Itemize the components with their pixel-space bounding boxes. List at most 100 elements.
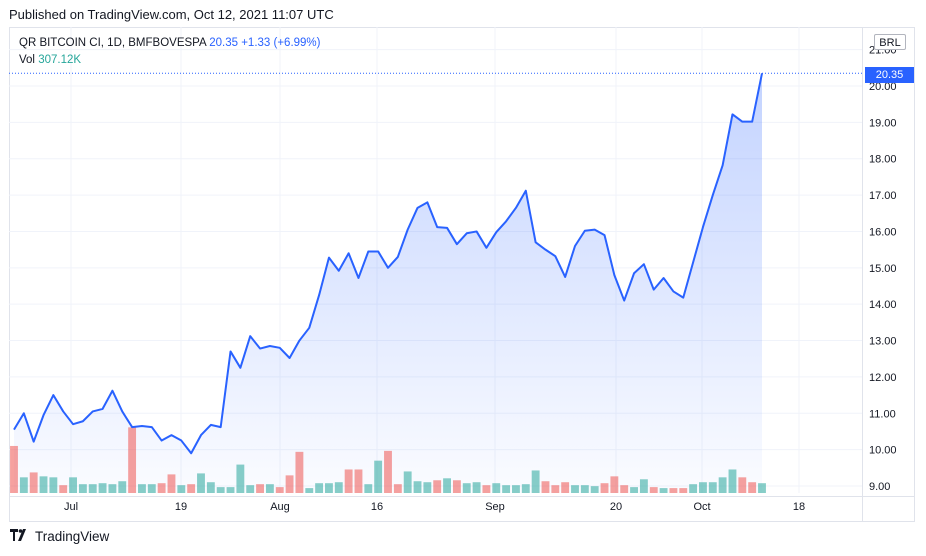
volume-bar [748,482,757,493]
last-price-label: 20.35 [865,67,914,83]
y-tick-label: 10.00 [869,445,897,457]
volume-bar [512,485,520,493]
chart-frame [9,27,915,522]
footer-brand[interactable]: TradingView [10,529,109,544]
volume-bar [521,484,530,493]
y-tick-label: 12.00 [869,372,897,384]
volume-bar [265,484,274,493]
volume-bar [157,483,166,493]
volume-bar [649,487,658,493]
volume-bar [354,469,363,493]
volume-bar [187,484,196,493]
volume-bar [19,477,28,493]
volume-bar [167,474,176,493]
volume-bar [177,485,186,493]
volume-bar [147,484,156,493]
volume-bar [728,469,737,493]
time-axis[interactable]: Jul 19 Aug 16 Sep 20 Oct 18 [64,501,805,513]
volume-bar [138,484,146,493]
y-tick-label: 20.00 [869,81,897,93]
x-tick-label: Aug [270,501,290,513]
volume-bar [236,464,245,493]
volume-bar [551,485,560,493]
volume-bar [216,487,225,493]
x-tick-label: 18 [793,501,805,513]
volume-bar [630,487,638,493]
y-tick-label: 11.00 [869,408,896,420]
y-tick-label: 16.00 [869,226,897,238]
volume-bar [29,472,38,493]
volume-bar [256,484,264,493]
volume-bar [669,488,678,493]
volume-bar [78,484,87,493]
volume-bar [118,481,127,493]
volume-bar [374,460,383,493]
x-tick-label: 16 [371,501,383,513]
y-tick-label: 13.00 [869,336,897,348]
volume-bar [639,479,648,493]
volume-bar [98,483,107,493]
published-header: Published on TradingView.com, Oct 12, 20… [9,7,334,22]
y-tick-label: 19.00 [869,117,897,129]
legend-vol-label[interactable]: Vol [19,54,35,66]
volume-bar [108,484,117,493]
volume-bar [462,483,471,493]
price-line-path [13,73,763,455]
price-area [14,73,762,493]
volume-bar [226,487,235,493]
price-axis[interactable]: 9.00 10.00 11.00 12.00 13.00 14.00 15.00 16.00 1… [869,45,897,493]
x-tick-label: 20 [610,501,622,513]
x-tick-label: 19 [175,501,187,513]
volume-bar [285,475,294,493]
volume-bar [620,485,629,493]
volume-bar [315,483,324,493]
volume-bar [531,470,540,493]
volume-bar [659,488,668,493]
legend-change: +1.33 (+6.99%) [241,37,321,49]
y-tick-label: 18.00 [869,154,897,166]
volume-bars [10,427,766,493]
volume-bar [88,484,97,493]
volume-bar [689,484,698,493]
volume-bar [590,486,599,493]
volume-bar [758,483,766,493]
volume-bar [443,478,451,493]
volume-bar [561,482,570,493]
x-tick-label: Sep [485,501,505,513]
volume-bar [49,477,58,493]
volume-bar [718,477,727,493]
volume-bar [699,482,707,493]
chart-legend: QR BITCOIN CI, 1D, BMFBOVESPA 20.35 +1.3… [19,35,320,69]
volume-bar [413,481,422,493]
legend-symbol[interactable]: QR BITCOIN CI, 1D, BMFBOVESPA [19,37,207,49]
y-tick-label: 15.00 [869,263,897,275]
volume-bar [334,482,343,493]
x-tick-label: Oct [693,501,710,513]
legend-vol-value: 307.12K [38,54,82,66]
volume-bar [325,483,333,493]
volume-bar [393,484,402,493]
price-line [9,72,862,455]
price-area-fill [14,73,762,493]
volume-bar [305,488,314,493]
volume-bar [610,476,619,493]
y-tick-label: 14.00 [869,299,897,311]
volume-bar [246,485,255,493]
y-tick-label: 9.00 [869,481,890,493]
volume-bar [492,483,501,493]
volume-bar [708,482,717,493]
volume-bar [541,481,550,493]
currency-button[interactable]: BRL [874,34,906,50]
volume-bar [295,451,304,493]
volume-bar [59,485,68,493]
legend-row-volume: Vol 307.12K [19,52,320,69]
volume-bar [738,477,747,493]
volume-bar [364,484,373,493]
volume-bar [472,482,481,493]
x-tick-label: Jul [64,501,78,513]
volume-bar [600,483,609,493]
volume-bar [452,480,461,493]
footer-brand-label: TradingView [35,529,110,544]
price-chart[interactable]: 9.00 10.00 11.00 12.00 13.00 14.00 15.00 16.00 1… [9,27,915,522]
volume-bar [39,476,48,493]
